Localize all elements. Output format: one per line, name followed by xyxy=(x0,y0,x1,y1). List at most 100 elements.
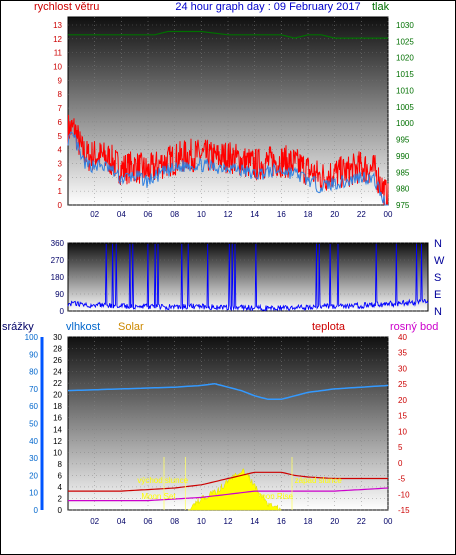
pressure-tick-label: 1030 xyxy=(396,21,414,30)
temperature-tick-label: 0 xyxy=(398,459,403,468)
pressure-tick-label: 995 xyxy=(396,136,410,145)
top-x-tick-label: 08 xyxy=(170,210,179,219)
solar-tick-label: 0 xyxy=(58,506,63,515)
top-x-tick-label: 02 xyxy=(90,210,99,219)
temperature-tick-label: 30 xyxy=(398,364,407,373)
wind-tick-label: 3 xyxy=(58,159,63,168)
solar-tick-label: 14 xyxy=(53,425,62,434)
pressure-tick-label: 985 xyxy=(396,168,410,177)
direction-tick-label: 180 xyxy=(51,273,65,282)
humidity-tick-label: 100 xyxy=(25,333,39,342)
humidity-tick-label: 20 xyxy=(29,471,38,480)
wind-tick-label: 7 xyxy=(58,104,63,113)
sunrise-label: východ slunce xyxy=(137,476,188,485)
pressure-tick-label: 980 xyxy=(396,185,410,194)
compass-label: N xyxy=(434,238,442,250)
solar-tick-label: 2 xyxy=(58,494,63,503)
middle-series xyxy=(67,243,429,312)
pressure-tick-label: 1025 xyxy=(396,37,414,46)
humidity-tick-label: 80 xyxy=(29,368,38,377)
wind-speed-axis-label: rychlost větru xyxy=(34,1,99,13)
wind-tick-label: 2 xyxy=(58,173,63,182)
compass-label: S xyxy=(434,272,441,284)
solar-tick-label: 22 xyxy=(53,379,62,388)
wind-speed-line xyxy=(67,114,389,206)
humidity-axis-label: vlhkost xyxy=(66,321,100,333)
solar-radiation-area xyxy=(187,467,282,511)
temperature-tick-label: 20 xyxy=(398,396,407,405)
humidity-tick-label: 70 xyxy=(29,385,38,394)
direction-tick-label: 270 xyxy=(51,256,65,265)
wind-tick-label: 10 xyxy=(53,63,62,72)
humidity-tick-label: 10 xyxy=(29,489,38,498)
top-x-tick-label: 22 xyxy=(357,210,366,219)
solar-tick-label: 8 xyxy=(58,460,63,469)
dew-point-line xyxy=(68,487,389,502)
pressure-tick-label: 975 xyxy=(396,201,410,210)
pressure-tick-label: 1000 xyxy=(396,119,414,128)
bottom-axes: 0102030405060708090100024681012141618202… xyxy=(25,333,410,526)
solar-tick-label: 10 xyxy=(53,448,62,457)
pressure-axis-label: tlak xyxy=(372,1,390,13)
wind-tick-label: 0 xyxy=(58,201,63,210)
top-series xyxy=(67,30,389,206)
solar-tick-label: 20 xyxy=(53,391,62,400)
top-x-tick-label: 04 xyxy=(117,210,126,219)
top-x-tick-label: 10 xyxy=(197,210,206,219)
temperature-tick-label: -10 xyxy=(398,490,410,499)
temperature-tick-label: -15 xyxy=(398,506,410,515)
bottom-x-tick-label: 20 xyxy=(330,517,339,526)
wind-average-line xyxy=(67,131,388,206)
compass-label: E xyxy=(434,289,441,301)
temperature-tick-label: -5 xyxy=(398,475,406,484)
pressure-tick-label: 1020 xyxy=(396,54,414,63)
wind-tick-label: 6 xyxy=(58,118,63,127)
direction-tick-label: 360 xyxy=(51,239,65,248)
wind-tick-label: 9 xyxy=(58,76,63,85)
bottom-x-tick-label: 18 xyxy=(304,517,313,526)
sunset-label: západ slunce xyxy=(295,476,343,485)
top-x-tick-label: 14 xyxy=(250,210,259,219)
humidity-tick-label: 30 xyxy=(29,454,38,463)
temperature-tick-label: 35 xyxy=(398,349,407,358)
bottom-x-tick-label: 16 xyxy=(277,517,286,526)
bottom-x-tick-label: 14 xyxy=(250,517,259,526)
bottom-x-tick-label: 04 xyxy=(117,517,126,526)
bottom-x-tick-label: 08 xyxy=(170,517,179,526)
wind-tick-label: 8 xyxy=(58,90,63,99)
wind-tick-label: 12 xyxy=(53,35,62,44)
solar-tick-label: 16 xyxy=(53,414,62,423)
top-x-tick-label: 12 xyxy=(224,210,233,219)
solar-tick-label: 4 xyxy=(58,483,63,492)
dew-point-axis-label: rosný bod xyxy=(390,321,438,333)
rain-axis-label: srážky xyxy=(2,321,34,333)
solar-tick-label: 30 xyxy=(53,333,62,342)
pressure-tick-label: 1010 xyxy=(396,86,414,95)
bottom-x-tick-label: 00 xyxy=(384,517,393,526)
middle-gridlines xyxy=(68,242,428,312)
solar-tick-label: 26 xyxy=(53,356,62,365)
direction-tick-label: 0 xyxy=(60,307,65,316)
direction-tick-label: 90 xyxy=(55,290,64,299)
wind-tick-label: 1 xyxy=(58,187,63,196)
solar-tick-label: 12 xyxy=(53,437,62,446)
wind-tick-label: 5 xyxy=(58,132,63,141)
moonrise-label: Moon Rise xyxy=(255,492,294,501)
humidity-tick-label: 60 xyxy=(29,402,38,411)
humidity-tick-label: 0 xyxy=(34,506,39,515)
solar-axis-label: Solar xyxy=(118,321,144,333)
top-x-tick-label: 20 xyxy=(330,210,339,219)
temperature-tick-label: 5 xyxy=(398,443,403,452)
bottom-x-tick-label: 12 xyxy=(224,517,233,526)
compass-label: W xyxy=(434,255,445,267)
pressure-tick-label: 1005 xyxy=(396,103,414,112)
solar-tick-label: 28 xyxy=(53,345,62,354)
moonset-label: Moon Set xyxy=(141,492,176,501)
temperature-line xyxy=(68,471,388,492)
compass-label: N xyxy=(434,306,442,318)
humidity-tick-label: 40 xyxy=(29,437,38,446)
temperature-tick-label: 15 xyxy=(398,412,407,421)
